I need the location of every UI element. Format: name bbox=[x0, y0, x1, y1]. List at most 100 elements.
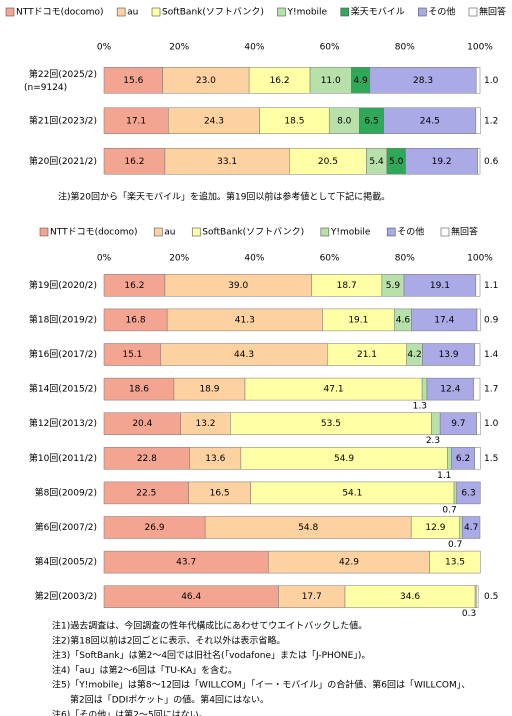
value-label: 26.9 bbox=[145, 523, 165, 533]
bar-segment bbox=[309, 67, 352, 94]
value-label: 12.9 bbox=[425, 523, 445, 533]
value-label: 4.9 bbox=[353, 76, 368, 86]
value-label: 34.6 bbox=[400, 592, 420, 602]
value-label: 2.3 bbox=[426, 436, 440, 446]
category-label: 第12回(2013/2) bbox=[29, 417, 97, 429]
x-tick-label: 60% bbox=[320, 43, 340, 53]
value-label: 22.8 bbox=[137, 454, 157, 464]
x-tick-label: 40% bbox=[244, 254, 264, 264]
bar-segment bbox=[162, 67, 250, 94]
value-label: 22.5 bbox=[136, 488, 156, 498]
value-label: 18.9 bbox=[199, 385, 219, 395]
value-label: 13.9 bbox=[439, 350, 459, 360]
value-label: 23.0 bbox=[196, 76, 216, 86]
value-label: 1.1 bbox=[484, 281, 498, 291]
bar-segment bbox=[476, 412, 481, 435]
value-label: 19.1 bbox=[348, 315, 368, 325]
value-label: 1.0 bbox=[484, 76, 499, 86]
value-label: 46.4 bbox=[181, 592, 201, 602]
value-label: 1.2 bbox=[484, 116, 498, 126]
bar-segment bbox=[168, 107, 260, 134]
bar-segment bbox=[383, 107, 477, 134]
value-label: 19.1 bbox=[430, 281, 450, 291]
value-label: 16.2 bbox=[124, 157, 144, 167]
value-label: 44.3 bbox=[234, 350, 254, 360]
value-label: 1.7 bbox=[484, 385, 498, 395]
bar-segment bbox=[369, 67, 477, 94]
legend-swatch bbox=[116, 7, 126, 17]
category-label: 第14回(2015/2) bbox=[29, 383, 97, 395]
chart-note: 注)第20回から「楽天モバイル」を追加。第19回以前は参考値として下記に掲載。 bbox=[58, 191, 390, 203]
bar-segment bbox=[475, 67, 481, 94]
bar-segment bbox=[359, 107, 384, 134]
bar-segment bbox=[289, 148, 367, 175]
bar-segment bbox=[447, 447, 452, 470]
value-label: 47.1 bbox=[324, 385, 344, 395]
value-label: 9.7 bbox=[451, 419, 465, 429]
value-label: 6.2 bbox=[456, 454, 470, 464]
value-label: 0.7 bbox=[448, 540, 462, 550]
value-label: 42.9 bbox=[339, 558, 359, 568]
bar-segment bbox=[477, 148, 481, 175]
legend-label: au bbox=[164, 228, 175, 238]
x-tick-label: 80% bbox=[395, 254, 415, 264]
legend-label: NTTドコモ(docomo) bbox=[50, 228, 138, 238]
category-label: 第19回(2020/2) bbox=[29, 279, 97, 291]
bar-segment bbox=[475, 107, 481, 134]
footnote: 注2)第18回以前は2回ごとに表示、それ以外は表示省略。 bbox=[52, 634, 285, 646]
value-label: 4.6 bbox=[396, 315, 411, 325]
legend-swatch bbox=[151, 7, 161, 17]
value-label: 8.0 bbox=[337, 116, 352, 126]
x-tick-label: 20% bbox=[169, 254, 189, 264]
legend-swatch bbox=[5, 7, 15, 17]
legend-swatch bbox=[153, 227, 163, 237]
value-label: 13.6 bbox=[205, 454, 225, 464]
value-label: 4.7 bbox=[464, 523, 478, 533]
value-label: 18.6 bbox=[129, 385, 149, 395]
x-tick-label: 60% bbox=[320, 254, 340, 264]
legend-label: その他 bbox=[397, 226, 424, 238]
bar-segment bbox=[473, 377, 481, 401]
legend-swatch bbox=[191, 227, 201, 237]
category-label: 第16回(2017/2) bbox=[29, 348, 97, 360]
legend-swatch bbox=[440, 227, 450, 237]
footnote: 注3)「SoftBank」は第2～4回では旧社名(「vodafone」または「J… bbox=[52, 649, 370, 661]
value-label: 53.5 bbox=[321, 419, 341, 429]
category-label: 第10回(2011/2) bbox=[29, 452, 97, 464]
value-label: 15.6 bbox=[123, 76, 143, 86]
value-label: 17.7 bbox=[302, 592, 322, 602]
footnote: 注5)「Y!mobile」は第8～12回は「WILLCOM」「イー・モバイル」の… bbox=[52, 679, 470, 691]
bar-segment bbox=[103, 67, 163, 94]
value-label: 1.0 bbox=[484, 419, 499, 429]
value-label: 19.2 bbox=[432, 157, 452, 167]
bar-segment bbox=[248, 67, 311, 94]
value-label: 43.7 bbox=[176, 558, 196, 568]
value-label: 54.1 bbox=[342, 488, 362, 498]
bar-segment bbox=[462, 516, 481, 539]
x-tick-label: 20% bbox=[169, 43, 189, 53]
sample-label: (n=9124) bbox=[24, 83, 67, 93]
value-label: 1.4 bbox=[484, 350, 499, 360]
value-label: 12.4 bbox=[440, 385, 460, 395]
value-label: 6.5 bbox=[364, 116, 378, 126]
legend-swatch bbox=[340, 7, 350, 17]
x-tick-label: 100% bbox=[467, 254, 493, 264]
legend-label: 楽天モバイル bbox=[351, 6, 405, 18]
category-label: 第4回(2005/2) bbox=[35, 556, 97, 568]
bar-segment bbox=[421, 377, 428, 401]
x-tick-label: 0% bbox=[97, 43, 112, 53]
value-label: 1.1 bbox=[437, 471, 451, 481]
value-label: 1.3 bbox=[413, 402, 427, 412]
footnote: 第2回は「DDIポケット」の値。第4回にはない。 bbox=[52, 694, 269, 706]
legend-label: 無回答 bbox=[451, 226, 478, 238]
value-label: 41.3 bbox=[235, 315, 255, 325]
legend-label: SoftBank(ソフトバンク) bbox=[202, 227, 304, 238]
legend-swatch bbox=[39, 227, 49, 237]
value-label: 33.1 bbox=[217, 157, 237, 167]
category-label: 第2回(2003/2) bbox=[35, 590, 97, 602]
value-label: 28.3 bbox=[413, 76, 433, 86]
bar-segment bbox=[475, 585, 479, 608]
value-label: 54.8 bbox=[298, 523, 318, 533]
